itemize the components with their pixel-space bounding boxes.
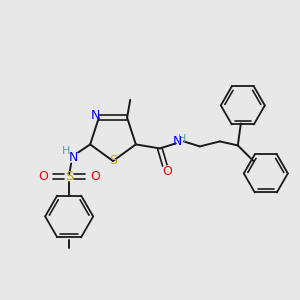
Text: O: O [38, 170, 48, 183]
Text: S: S [109, 154, 117, 166]
Text: O: O [90, 170, 100, 183]
Text: N: N [173, 135, 182, 148]
Text: N: N [68, 151, 78, 164]
Text: H: H [62, 146, 70, 156]
Text: S: S [65, 170, 73, 183]
Text: N: N [91, 109, 101, 122]
Text: O: O [162, 165, 172, 178]
Text: H: H [178, 134, 186, 144]
